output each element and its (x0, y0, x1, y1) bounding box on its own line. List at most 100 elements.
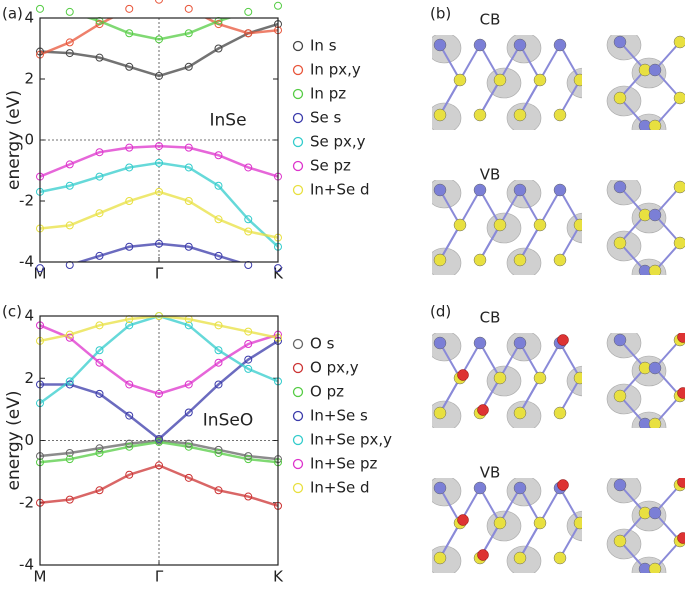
atom (614, 535, 626, 547)
annotation: InSeO (203, 411, 253, 431)
legend-marker (294, 364, 303, 373)
legend-marker (294, 162, 303, 171)
atom (534, 517, 546, 529)
panel-label: (d) (430, 303, 451, 321)
y-tick-label: 0 (24, 131, 34, 149)
atom (574, 219, 586, 231)
atom (649, 507, 661, 519)
atom (554, 184, 566, 196)
atom (554, 254, 566, 266)
band-marker (66, 8, 73, 15)
atom (514, 109, 526, 121)
y-tick-label: 4 (24, 307, 34, 325)
atom (434, 482, 446, 494)
atom (649, 265, 661, 277)
atom (534, 372, 546, 384)
panel-label: (c) (2, 303, 22, 321)
legend-label: In+Se px,y (310, 431, 392, 449)
y-axis-label: energy (eV) (4, 391, 24, 491)
atom (674, 36, 685, 48)
atom (614, 92, 626, 104)
atom (674, 92, 685, 104)
x-tick-label: Γ (155, 265, 164, 283)
atom (614, 390, 626, 402)
atom (514, 184, 526, 196)
atom (574, 74, 586, 86)
legend-label: Se px,y (310, 133, 366, 151)
atom (674, 237, 685, 249)
legend-label: In px,y (310, 61, 361, 79)
atom (474, 337, 486, 349)
atom (478, 405, 489, 416)
y-tick-label: 2 (24, 369, 34, 387)
atom (474, 109, 486, 121)
atom (649, 563, 661, 575)
atom (474, 254, 486, 266)
atom (494, 517, 506, 529)
atom (558, 335, 569, 346)
y-axis-label: energy (eV) (4, 90, 24, 190)
atom (514, 482, 526, 494)
legend-marker (294, 484, 303, 493)
legend-marker (294, 114, 303, 123)
atom (649, 362, 661, 374)
x-tick-label: Γ (155, 568, 164, 586)
y-tick-label: 2 (24, 70, 34, 88)
state-label: VB (480, 166, 501, 184)
panel-label: (b) (430, 5, 451, 23)
legend-marker (294, 186, 303, 195)
annotation: InSe (209, 110, 246, 130)
legend-label: O s (310, 335, 335, 353)
atom (554, 552, 566, 564)
atom (614, 334, 626, 346)
state-label: CB (480, 309, 501, 327)
band-marker (275, 2, 282, 9)
legend-label: In s (310, 37, 337, 55)
atom (614, 181, 626, 193)
legend-label: O px,y (310, 359, 359, 377)
atom (514, 337, 526, 349)
atom (649, 418, 661, 430)
atom (494, 74, 506, 86)
legend-label: O pz (310, 383, 344, 401)
atom (514, 254, 526, 266)
atom (554, 407, 566, 419)
atom (554, 39, 566, 51)
legend-marker (294, 412, 303, 421)
atom (454, 74, 466, 86)
atom (614, 237, 626, 249)
atom (494, 219, 506, 231)
structure-image (427, 473, 685, 586)
atom (434, 109, 446, 121)
band-marker (126, 5, 133, 12)
y-tick-label: -2 (19, 493, 34, 511)
legend-label: Se pz (310, 157, 351, 175)
atom (649, 64, 661, 76)
state-label: CB (480, 11, 501, 29)
atom (474, 39, 486, 51)
structure-image (427, 175, 685, 289)
legend-marker (294, 90, 303, 99)
legend-marker (294, 138, 303, 147)
atom (434, 39, 446, 51)
atom (574, 372, 586, 384)
atom (554, 109, 566, 121)
atom (649, 209, 661, 221)
atom (534, 219, 546, 231)
atom (478, 550, 489, 561)
band-marker (37, 5, 44, 12)
atom (649, 120, 661, 132)
structure-image (427, 30, 685, 144)
state-label: VB (480, 464, 501, 482)
legend-label: In+Se s (310, 407, 368, 425)
band-marker (185, 5, 192, 12)
legend-marker (294, 42, 303, 51)
legend-marker (294, 340, 303, 349)
y-tick-label: -2 (19, 192, 34, 210)
atom (558, 480, 569, 491)
atom (614, 36, 626, 48)
y-tick-label: 0 (24, 431, 34, 449)
atom (494, 372, 506, 384)
panel-label: (a) (2, 5, 23, 23)
